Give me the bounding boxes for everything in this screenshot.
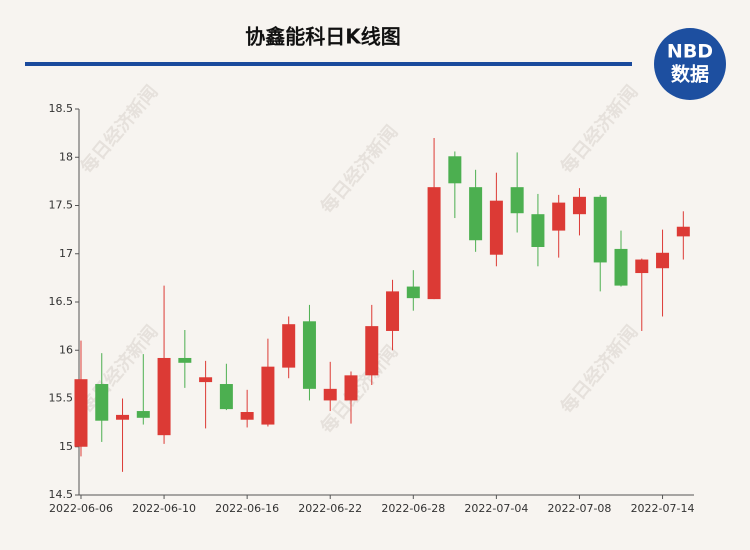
y-tick-label: 16 bbox=[59, 343, 73, 356]
candle-body bbox=[74, 379, 88, 447]
candle-body bbox=[199, 377, 213, 383]
candle-body bbox=[614, 248, 628, 286]
candle-body bbox=[635, 259, 649, 274]
x-tick-label: 2022-06-16 bbox=[215, 502, 279, 515]
x-tick-label: 2022-06-22 bbox=[298, 502, 362, 515]
candle-body bbox=[510, 187, 524, 214]
candle-body bbox=[448, 156, 462, 184]
candle-body bbox=[593, 196, 607, 263]
candle-body bbox=[365, 326, 379, 376]
candle-body bbox=[489, 200, 503, 255]
logo-bottom: 数据 bbox=[671, 63, 709, 86]
candle-body bbox=[676, 226, 690, 237]
x-tick-label: 2022-06-28 bbox=[381, 502, 445, 515]
candle-body bbox=[282, 324, 296, 368]
candle-body bbox=[656, 252, 670, 269]
candle-body bbox=[469, 187, 483, 241]
y-tick-label: 15.5 bbox=[49, 392, 74, 405]
candle-body bbox=[95, 384, 109, 421]
candle-body bbox=[406, 286, 420, 299]
y-tick-label: 18 bbox=[59, 150, 73, 163]
y-tick-label: 16.5 bbox=[49, 295, 74, 308]
y-tick-label: 14.5 bbox=[49, 488, 74, 501]
candle-body bbox=[136, 411, 150, 418]
candle-body bbox=[344, 375, 358, 401]
x-tick-label: 2022-07-08 bbox=[547, 502, 611, 515]
candle-body bbox=[302, 321, 316, 389]
candle-body bbox=[572, 196, 586, 215]
candle-body bbox=[427, 187, 441, 300]
x-tick-label: 2022-07-04 bbox=[464, 502, 528, 515]
candle-body bbox=[261, 366, 275, 425]
candle-body bbox=[531, 214, 545, 247]
x-tick-label: 2022-06-06 bbox=[49, 502, 113, 515]
y-tick-label: 18.5 bbox=[49, 102, 74, 115]
candle-body bbox=[240, 412, 254, 420]
logo-badge bbox=[654, 28, 726, 100]
y-tick-label: 17.5 bbox=[49, 199, 74, 212]
candle-body bbox=[386, 291, 400, 331]
candle-body bbox=[157, 357, 171, 436]
candle-body bbox=[219, 384, 233, 410]
candle-body bbox=[552, 202, 566, 231]
logo-top: NBD bbox=[667, 41, 713, 63]
candle-body bbox=[323, 388, 337, 401]
chart-title: 协鑫能科日K线图 bbox=[245, 25, 401, 49]
y-tick-label: 15 bbox=[59, 440, 73, 453]
x-tick-label: 2022-06-10 bbox=[132, 502, 196, 515]
x-tick-label: 2022-07-14 bbox=[631, 502, 695, 515]
candle-body bbox=[116, 414, 130, 420]
candle-body bbox=[178, 357, 192, 363]
y-tick-label: 17 bbox=[59, 247, 73, 260]
